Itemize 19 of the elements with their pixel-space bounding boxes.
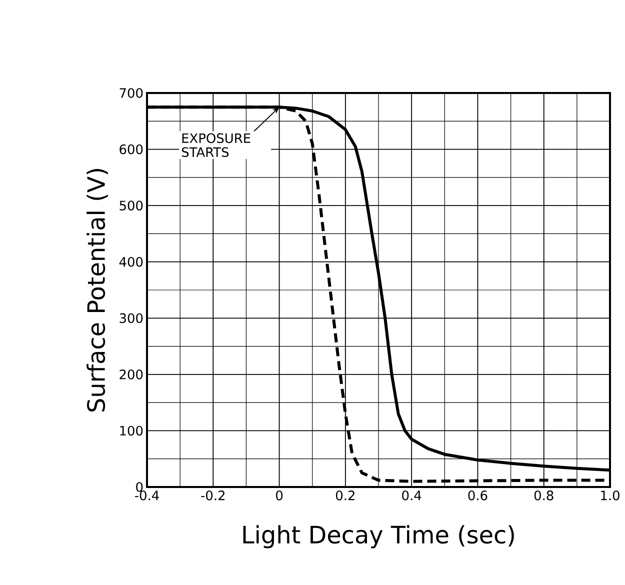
x-tick-label: 0.2 — [336, 490, 354, 500]
y-axis-title: Surface Potential (V) — [86, 169, 108, 412]
y-tick-label: 700 — [120, 88, 143, 98]
y-tick-label: 400 — [119, 256, 143, 267]
x-tick-label: 0 — [276, 490, 283, 500]
y-tick-label: 100 — [120, 426, 143, 436]
x-tick-label: 0.6 — [468, 490, 488, 500]
y-tick-label: 300 — [120, 313, 143, 324]
x-axis-title: Light Decay Time (sec) — [243, 525, 514, 548]
y-tick-label: 200 — [120, 370, 143, 380]
x-tick-label: 0.8 — [534, 490, 554, 500]
y-tick-label: 500 — [120, 200, 143, 210]
x-tick-label: -0.4 — [134, 490, 159, 500]
x-tick-label: 0.4 — [402, 490, 422, 500]
x-tick-label: 1.0 — [601, 490, 620, 500]
y-tick-label: 0 — [136, 482, 143, 492]
annotation: EXPOSURE STARTS — [182, 133, 250, 158]
x-tick-label: -0.2 — [201, 490, 224, 500]
y-tick-label: 600 — [120, 144, 143, 154]
